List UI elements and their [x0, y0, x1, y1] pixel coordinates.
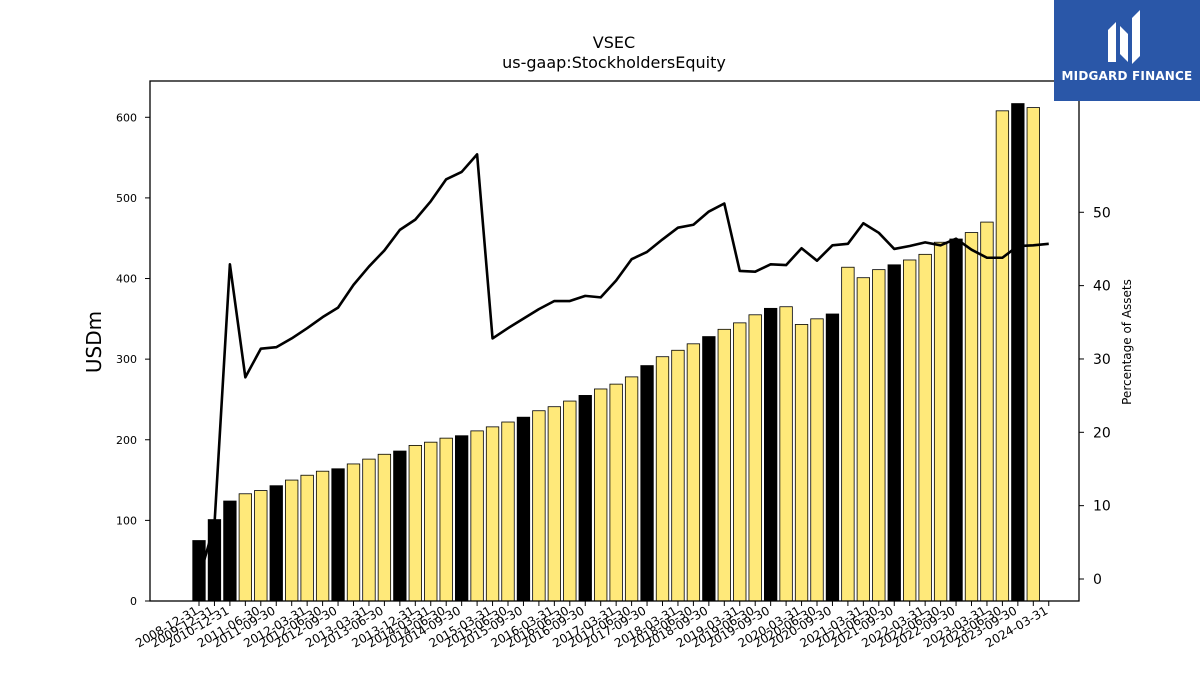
chart-subtitle: us-gaap:StockholdersEquity [502, 53, 726, 72]
bar [872, 269, 886, 602]
series-line [197, 153, 1049, 579]
bar [532, 410, 546, 602]
chart-title: VSEC [593, 33, 635, 52]
bar [933, 241, 948, 602]
y-tick-label: 200 [116, 434, 137, 447]
bar [980, 221, 994, 602]
y-right-tick-label: 0 [1093, 572, 1102, 588]
bar [331, 468, 345, 602]
bar [501, 421, 515, 602]
bar [640, 365, 654, 602]
bar [424, 441, 438, 602]
y-tick-label: 500 [116, 192, 137, 205]
y-tick-label: 300 [116, 353, 137, 366]
bar [300, 474, 314, 602]
bar [439, 437, 453, 602]
y-axis-label: USDm [82, 311, 106, 373]
bar [964, 232, 979, 602]
bar [825, 313, 840, 602]
y-tick-label: 400 [116, 273, 137, 286]
bar [238, 493, 253, 602]
bar [794, 324, 809, 602]
bar [470, 430, 484, 602]
bar [764, 307, 778, 602]
bar [547, 406, 561, 602]
bar [485, 426, 500, 602]
midgard-finance-logo: MIDGARD FINANCE [1054, 0, 1200, 101]
y-tick-label: 100 [116, 514, 137, 527]
bar [594, 388, 608, 602]
plot-frame [149, 80, 1080, 602]
y-axis-label-right: Percentage of Assets [1120, 279, 1134, 405]
line-group [197, 153, 1049, 579]
bar [362, 458, 376, 602]
bar [655, 356, 670, 602]
bar [1011, 103, 1025, 602]
logo-mark-icon [1108, 10, 1140, 64]
y-right-tick-label: 10 [1093, 499, 1111, 515]
bar [903, 259, 917, 602]
bar [516, 416, 531, 602]
bar [393, 450, 407, 602]
bar [1026, 107, 1040, 602]
logo-text: MIDGARD FINANCE [1061, 69, 1193, 83]
bar [779, 306, 793, 602]
bar [810, 318, 824, 602]
y-tick-label: 0 [130, 595, 137, 608]
bar [624, 376, 639, 602]
y-right-tick-label: 50 [1093, 205, 1111, 221]
bar [995, 110, 1010, 602]
y-right-tick-label: 20 [1093, 425, 1111, 441]
bar [733, 322, 747, 602]
bar [702, 336, 716, 602]
y-axis-right: 0 10 20 30 40 50 [1079, 205, 1111, 588]
y-tick-label: 600 [116, 111, 137, 124]
bar [841, 266, 855, 602]
bar [408, 444, 422, 602]
bar [671, 349, 685, 602]
bar [949, 238, 963, 602]
y-axis-left: 0 100 200 300 400 500 600 [116, 111, 150, 608]
bar [315, 470, 330, 602]
y-right-tick-label: 30 [1093, 352, 1111, 368]
bar [223, 500, 237, 602]
bar [269, 485, 283, 602]
bar [717, 328, 731, 602]
bar [856, 277, 870, 602]
bar [207, 519, 222, 602]
bar [346, 463, 361, 602]
bar [454, 435, 469, 602]
bar [254, 490, 268, 602]
bar [192, 540, 206, 602]
bar [578, 395, 592, 602]
x-axis: 2008-12-312009-12-312010-12-312011-06-30… [133, 601, 1050, 650]
bar [918, 253, 932, 602]
bar [563, 400, 577, 602]
bar [377, 453, 392, 602]
bar [285, 479, 299, 602]
bar [609, 383, 623, 602]
bar [887, 264, 901, 602]
bar-group [192, 103, 1040, 602]
bar [686, 343, 701, 602]
bar [748, 314, 762, 602]
y-right-tick-label: 40 [1093, 279, 1111, 295]
